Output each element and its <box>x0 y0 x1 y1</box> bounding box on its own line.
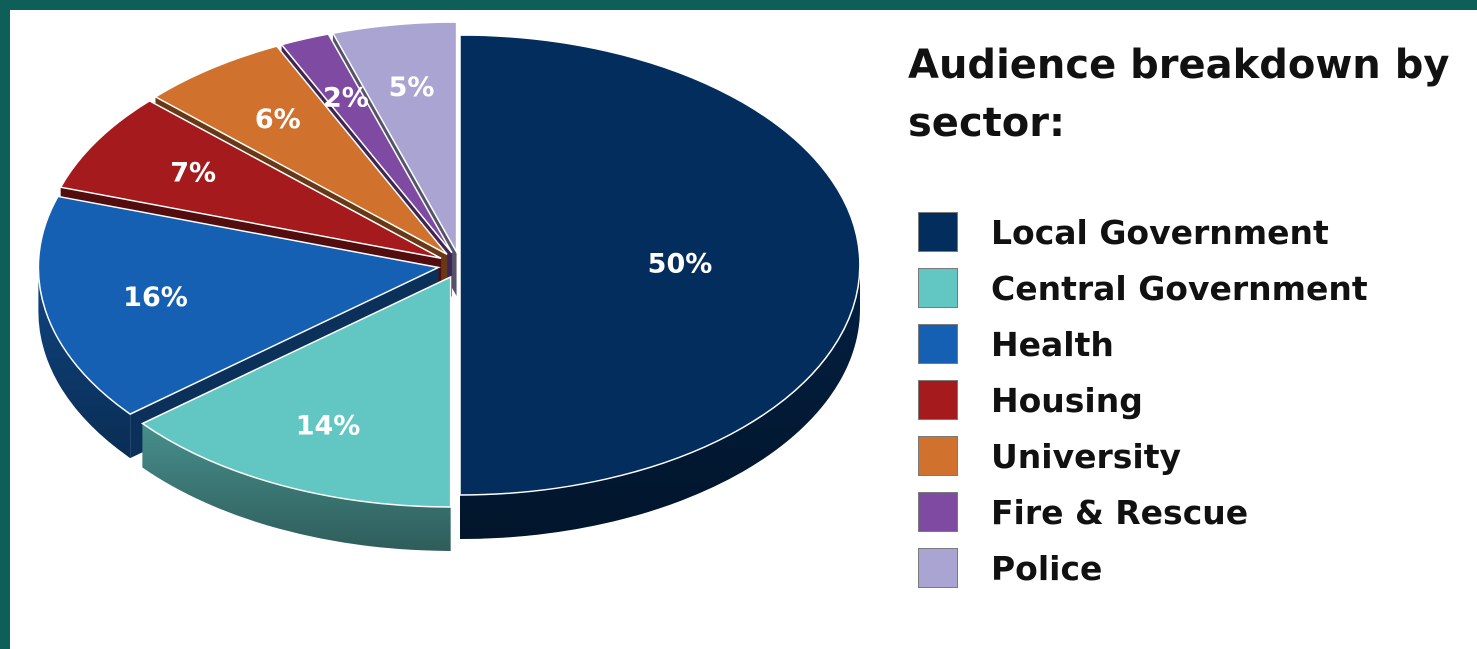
legend-item: Housing <box>918 372 1368 428</box>
pie-slice-side-shade <box>38 267 131 459</box>
pie-slice-side-shade <box>142 423 451 551</box>
legend-swatch <box>918 492 958 532</box>
legend-item: Health <box>918 316 1368 372</box>
legend-label: Central Government <box>991 268 1368 308</box>
pie-slice-university <box>153 45 448 255</box>
data-label-health: 16% <box>123 282 188 313</box>
legend-swatch <box>918 548 958 588</box>
pie-slice-police <box>331 21 458 255</box>
legend-item: Fire & Rescue <box>918 484 1368 540</box>
pie-slice-health <box>37 195 441 415</box>
chart-title: Audience breakdown by sector: <box>908 42 1450 146</box>
pie-slice-local-government <box>459 34 861 496</box>
data-label-police: 5% <box>389 72 435 103</box>
legend-item: Police <box>918 540 1368 596</box>
legend-swatch <box>918 268 958 308</box>
pie-slice-side-shade <box>460 265 860 539</box>
legend: Local Government Central Government Health… <box>918 204 1368 596</box>
legend-label: Local Government <box>991 212 1329 252</box>
data-label-fire-rescue: 2% <box>323 82 369 113</box>
legend-label: Housing <box>991 380 1143 420</box>
pie-slice-central-government <box>140 275 452 508</box>
chart-canvas: 50% 14% 16% 7% 6% 2% 5% Audience breakdown by … <box>10 10 1477 649</box>
legend-label: Fire & Rescue <box>991 492 1249 532</box>
pie-chart: 50% 14% 16% 7% 6% 2% 5% <box>37 21 861 551</box>
pie-slice-housing <box>59 99 442 260</box>
legend-label: Police <box>991 548 1103 588</box>
legend-item: Local Government <box>918 204 1368 260</box>
data-label-local-government: 50% <box>648 249 713 280</box>
data-label-university: 6% <box>255 104 301 135</box>
legend-swatch <box>918 380 958 420</box>
legend-label: University <box>991 436 1182 476</box>
legend-swatch <box>918 212 958 252</box>
data-label-central-government: 14% <box>296 410 361 441</box>
pie-slice-fire-rescue <box>280 33 453 254</box>
data-label-housing: 7% <box>170 157 216 188</box>
legend-swatch <box>918 436 958 476</box>
legend-item: Central Government <box>918 260 1368 316</box>
legend-swatch <box>918 324 958 364</box>
legend-label: Health <box>991 324 1114 364</box>
legend-item: University <box>918 428 1368 484</box>
